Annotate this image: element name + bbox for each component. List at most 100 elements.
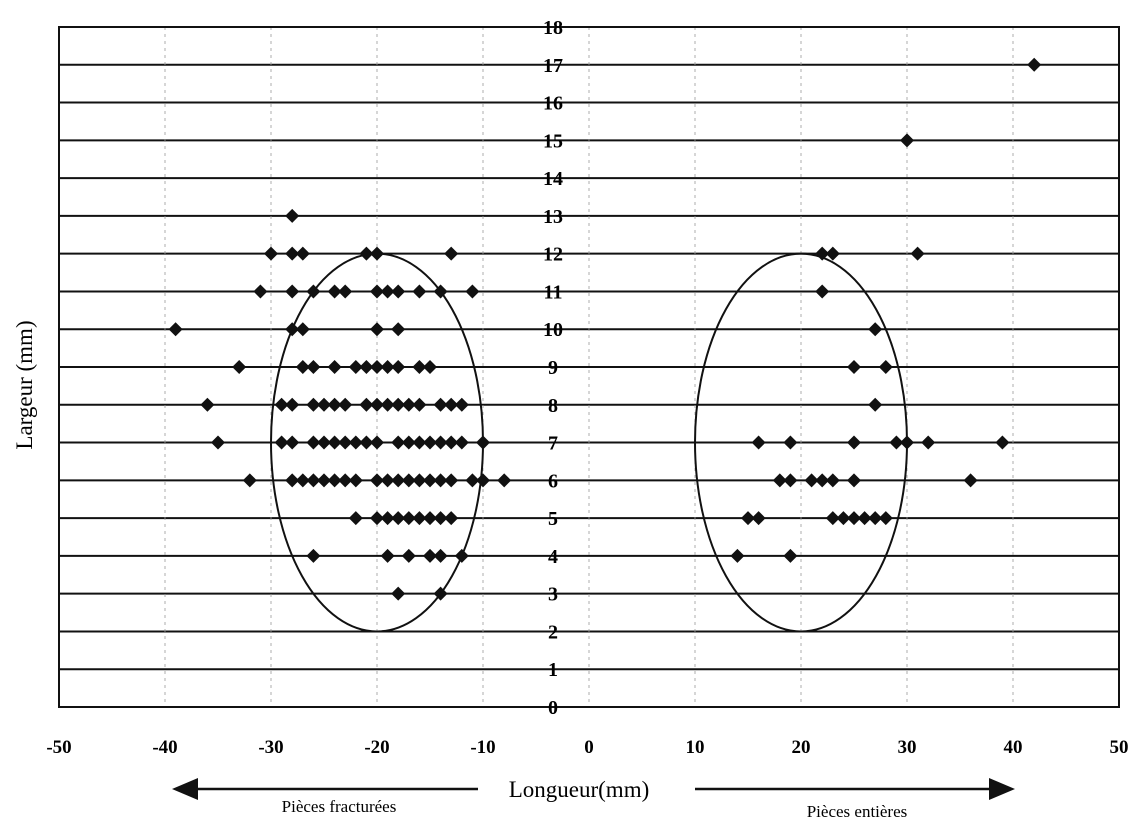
data-point xyxy=(242,473,257,488)
data-point xyxy=(741,511,755,526)
data-point xyxy=(401,511,416,526)
data-point xyxy=(370,246,384,261)
data-point xyxy=(359,397,374,412)
data-point xyxy=(391,397,406,412)
data-point xyxy=(211,435,225,450)
data-point xyxy=(295,246,310,261)
data-point xyxy=(433,548,448,563)
data-point xyxy=(370,397,384,412)
data-point xyxy=(168,322,183,337)
data-point xyxy=(751,511,766,526)
data-point xyxy=(348,360,363,374)
x-tick-label: -50 xyxy=(46,737,71,758)
data-point xyxy=(200,397,215,412)
data-point xyxy=(359,360,374,374)
data-point xyxy=(391,360,406,374)
data-point xyxy=(285,322,300,337)
data-point xyxy=(317,397,331,412)
y-tick-label: 6 xyxy=(548,470,558,492)
data-point xyxy=(444,473,459,488)
left-arrow-head xyxy=(172,778,198,800)
y-tick-label: 7 xyxy=(548,433,558,455)
data-point xyxy=(921,435,936,450)
data-point xyxy=(1027,57,1042,72)
data-point xyxy=(232,360,247,374)
y-tick-label: 9 xyxy=(548,357,558,379)
data-point xyxy=(253,284,268,299)
data-point xyxy=(423,548,437,563)
data-point xyxy=(285,246,300,261)
y-tick-label: 10 xyxy=(543,319,563,341)
data-point xyxy=(497,473,512,488)
data-point xyxy=(348,473,363,488)
data-point xyxy=(433,397,448,412)
data-point xyxy=(963,473,978,488)
data-point xyxy=(285,208,300,223)
grid-layer xyxy=(59,26,1119,708)
data-point xyxy=(995,435,1010,450)
annotation-whole: Pièces entières xyxy=(807,802,908,821)
data-point xyxy=(730,548,745,563)
x-tick-label: 10 xyxy=(686,737,705,758)
data-point xyxy=(306,360,321,374)
data-point xyxy=(815,284,830,299)
data-point xyxy=(306,473,321,488)
data-points xyxy=(168,57,1042,601)
data-point xyxy=(306,548,321,563)
data-point xyxy=(423,511,437,526)
data-point xyxy=(868,397,883,412)
data-point xyxy=(380,473,395,488)
data-point xyxy=(444,511,459,526)
data-point xyxy=(444,246,459,261)
data-point xyxy=(465,284,480,299)
data-point xyxy=(423,473,437,488)
data-point xyxy=(433,284,448,299)
data-point xyxy=(401,397,416,412)
data-point xyxy=(295,360,310,374)
y-tick-label: 1 xyxy=(548,659,558,681)
data-point xyxy=(327,473,342,488)
data-point xyxy=(370,284,384,299)
data-point xyxy=(327,397,342,412)
y-tick-label: 18 xyxy=(543,17,563,39)
data-point xyxy=(391,322,406,337)
x-tick-label: 30 xyxy=(898,737,917,758)
data-point xyxy=(338,397,353,412)
x-axis-label: Longueur(mm) xyxy=(509,777,650,802)
data-point xyxy=(348,511,363,526)
data-point xyxy=(910,246,925,261)
data-point xyxy=(370,473,384,488)
data-point xyxy=(359,246,374,261)
data-point xyxy=(380,511,395,526)
data-point xyxy=(454,435,469,450)
data-point xyxy=(815,473,830,488)
data-point xyxy=(868,511,883,526)
data-point xyxy=(836,511,851,526)
annotations: Pièces fracturées Pièces entières xyxy=(172,778,1015,821)
data-point xyxy=(412,360,427,374)
data-point xyxy=(295,322,310,337)
data-point xyxy=(295,473,310,488)
y-tick-label: 12 xyxy=(543,244,563,266)
data-point xyxy=(306,284,321,299)
data-point xyxy=(423,435,437,450)
data-point xyxy=(412,284,427,299)
y-tick-label: 4 xyxy=(548,546,558,568)
data-point xyxy=(338,435,353,450)
data-point xyxy=(900,133,914,148)
x-tick-labels: -50 -40 -30 -20 -10 0 10 20 30 40 50 xyxy=(46,737,1128,758)
data-point xyxy=(317,473,331,488)
data-point xyxy=(391,435,406,450)
data-point xyxy=(380,548,395,563)
data-point xyxy=(401,435,416,450)
x-tick-label: 0 xyxy=(584,737,594,758)
data-point xyxy=(878,360,893,374)
data-point xyxy=(317,435,331,450)
data-point xyxy=(454,548,469,563)
data-point xyxy=(751,435,766,450)
data-point xyxy=(380,284,395,299)
data-point xyxy=(433,586,448,601)
data-point xyxy=(878,511,893,526)
data-point xyxy=(900,435,914,450)
data-point xyxy=(380,360,395,374)
